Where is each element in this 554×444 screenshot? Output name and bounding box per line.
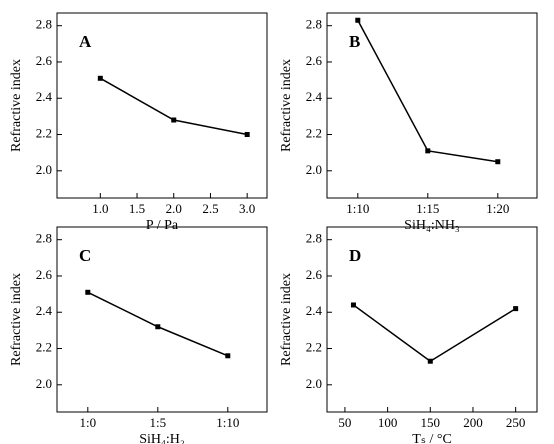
x-tick-label: 1.0 [92,201,108,216]
y-axis-label: Refractive index [279,273,294,366]
x-tick-label: 1:15 [416,201,439,216]
y-axis-label: Refractive index [9,59,24,152]
y-tick-label: 2.8 [36,17,52,32]
data-point [427,358,433,364]
data-point [244,132,250,138]
panel-label: B [349,32,360,51]
data-point [350,302,356,308]
y-axis-label: Refractive index [9,273,24,366]
y-tick-label: 2.6 [36,267,53,282]
panel-label: D [349,246,361,265]
y-tick-label: 2.8 [306,231,322,246]
x-tick-label: 1.5 [129,201,145,216]
data-line [99,77,248,136]
x-tick-label: 1:20 [486,201,509,216]
x-axis-label: P / Pa [146,218,179,233]
y-tick-label: 2.0 [306,162,322,177]
y-tick-label: 2.0 [306,376,322,391]
y-tick-label: 2.2 [36,126,52,141]
x-tick-label: 100 [378,415,398,430]
plot-frame [56,12,268,199]
y-tick-label: 2.0 [36,162,52,177]
plot-frame [326,12,538,199]
plot-frame [326,226,538,413]
x-tick-label: 50 [338,415,351,430]
y-tick-label: 2.6 [306,53,323,68]
data-line [87,291,229,357]
data-point [171,117,177,123]
y-tick-label: 2.4 [306,89,323,104]
x-axis-label: SiH₄:NH₃ [404,218,460,233]
y-tick-label: 2.4 [36,89,53,104]
data-line [353,304,517,363]
x-tick-label: 1:10 [216,415,239,430]
y-tick-label: 2.6 [36,53,53,68]
x-tick-label: 2.0 [166,201,182,216]
y-tick-label: 2.8 [306,17,322,32]
y-tick-label: 2.0 [36,376,52,391]
x-tick-label: 150 [421,415,441,430]
panel-label: A [79,32,92,51]
data-point [85,289,91,295]
data-point [425,148,431,154]
y-tick-label: 2.4 [36,303,53,318]
data-point [225,353,231,359]
x-tick-label: 200 [463,415,483,430]
y-tick-label: 2.4 [306,303,323,318]
data-point [513,306,519,312]
y-tick-label: 2.2 [36,340,52,355]
data-point [495,159,501,165]
x-tick-label: 1:5 [149,415,166,430]
x-tick-label: 250 [506,415,526,430]
x-tick-label: 3.0 [239,201,255,216]
x-axis-label: Tₛ / °C [412,432,452,444]
panel-label: C [79,246,91,265]
y-tick-label: 2.6 [306,267,323,282]
plot-frame [56,226,268,413]
y-axis-label: Refractive index [279,59,294,152]
data-point [355,17,361,23]
y-tick-label: 2.2 [306,126,322,141]
y-tick-label: 2.8 [36,231,52,246]
x-axis-label: SiH₄:H₂ [139,432,185,444]
data-point [97,75,103,81]
x-tick-label: 2.5 [202,201,218,216]
x-tick-label: 1:0 [79,415,96,430]
data-line [357,19,498,163]
data-point [155,324,161,330]
x-tick-label: 1:10 [346,201,369,216]
y-tick-label: 2.2 [306,340,322,355]
